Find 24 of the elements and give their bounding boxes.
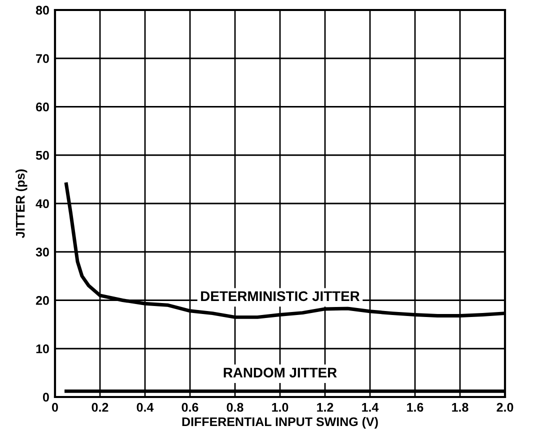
x-tick-label: 1.4 xyxy=(362,403,379,412)
y-tick-label: 40 xyxy=(36,199,49,208)
x-tick-label: 1.8 xyxy=(452,402,468,412)
y-tick-label: 20 xyxy=(36,296,49,305)
series-label: RANDOM JITTER xyxy=(224,368,337,378)
x-tick-label: 0.6 xyxy=(182,402,198,412)
x-tick-label: 1.0 xyxy=(272,402,288,412)
x-axis-title: DIFFERENTIAL INPUT SWING (V) xyxy=(182,416,378,429)
x-tick-label: 0 xyxy=(52,402,58,412)
y-tick-label: 80 xyxy=(36,6,49,15)
x-tick-label: 1.2 xyxy=(317,402,334,412)
y-tick-label: 50 xyxy=(36,150,49,160)
x-tick-label: 2.0 xyxy=(496,402,514,412)
y-tick-label: 70 xyxy=(36,54,49,64)
x-tick-label: 1.6 xyxy=(407,402,424,412)
y-tick-label: 60 xyxy=(36,102,49,112)
x-tick-label: 0.2 xyxy=(92,402,108,412)
y-axis-title: JITTER (ps) xyxy=(16,169,28,238)
y-tick-label: 0 xyxy=(42,392,49,402)
y-tick-label: 30 xyxy=(36,248,49,257)
x-tick-label: 0.4 xyxy=(136,402,154,412)
y-tick-label: 10 xyxy=(36,344,49,354)
series-label: DETERMINISTIC JITTER xyxy=(201,291,360,302)
x-tick-label: 0.8 xyxy=(226,402,244,412)
